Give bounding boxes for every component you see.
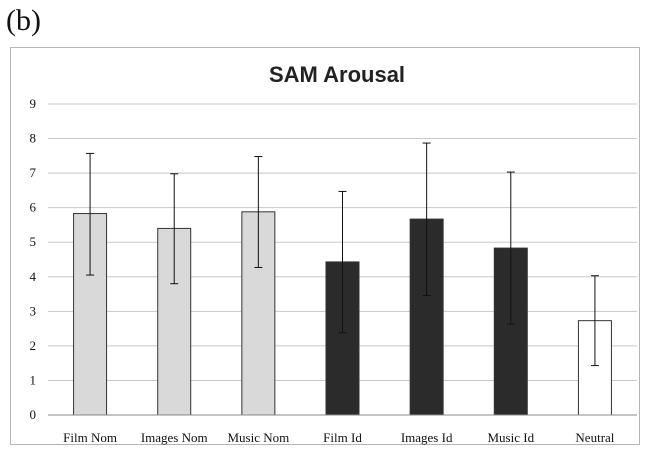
x-tick-label: Images Id [401,430,453,445]
chart-title: SAM Arousal [269,62,405,87]
error-bars [86,142,599,367]
x-tick-label: Film Nom [63,430,117,445]
x-tick-label: Images Nom [141,430,208,445]
y-tick-label: 6 [30,200,37,215]
x-axis-labels: Film Nom Images Nom Music Nom Film Id Images… [63,430,615,445]
x-tick-label: Music Nom [227,430,289,445]
y-tick-label: 9 [30,96,37,111]
y-tick-label: 5 [30,234,37,249]
y-tick-label: 3 [30,303,37,318]
chart-frame [10,47,640,445]
y-axis-ticks: 0 1 2 3 4 5 6 7 8 9 [30,96,37,422]
x-tick-label: Music Id [487,430,534,445]
y-tick-label: 1 [30,372,37,387]
y-tick-label: 2 [30,338,37,353]
x-tick-label: Neutral [575,430,614,445]
y-tick-label: 4 [30,269,37,284]
y-tick-label: 0 [30,407,37,422]
y-tick-label: 8 [30,131,37,146]
x-tick-label: Film Id [323,430,362,445]
panel-label: (b) [6,4,41,37]
y-tick-label: 7 [30,165,37,180]
